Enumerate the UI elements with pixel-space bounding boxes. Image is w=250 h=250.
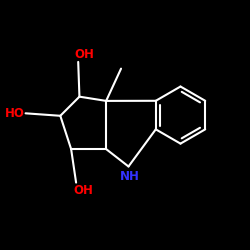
Text: HO: HO [4, 107, 24, 120]
Text: OH: OH [74, 48, 94, 61]
Text: OH: OH [74, 184, 94, 197]
Text: NH: NH [120, 170, 140, 183]
